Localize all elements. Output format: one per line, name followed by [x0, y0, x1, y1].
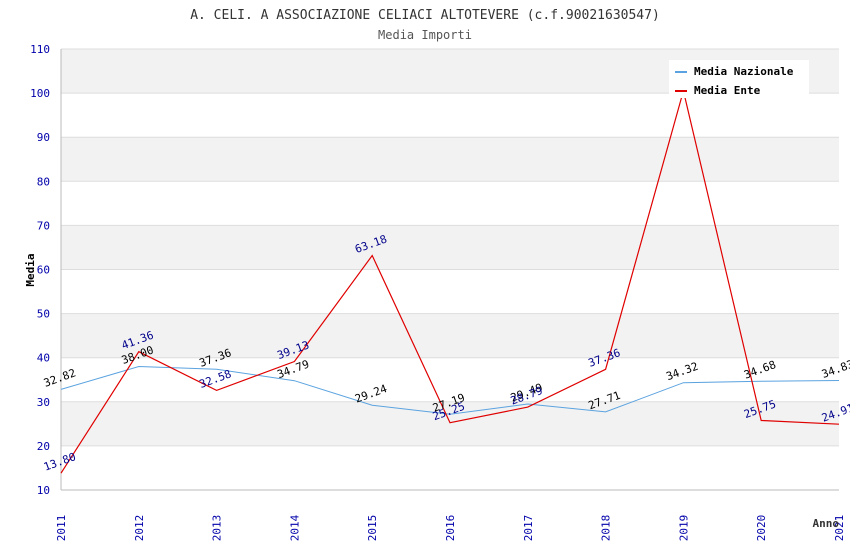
legend-box	[669, 60, 809, 98]
x-tick-label: 2016	[444, 515, 457, 542]
y-tick-label: 10	[37, 484, 50, 497]
background-band	[61, 313, 839, 358]
gridlines	[61, 48, 839, 491]
x-tick-label: 2012	[133, 515, 146, 542]
x-axis-label: Anno	[813, 517, 840, 530]
y-axis-label: Media	[24, 253, 37, 286]
y-tick-label: 40	[37, 352, 50, 365]
data-label: 32.58	[198, 367, 234, 391]
y-tick-label: 90	[37, 131, 50, 144]
legend-label-media-nazionale: Media Nazionale	[694, 65, 794, 78]
legend-label-media-ente: Media Ente	[694, 84, 761, 97]
x-tick-label: 2017	[522, 515, 535, 542]
data-label: 13.80	[42, 450, 78, 474]
chart-title: A. CELI. A ASSOCIAZIONE CELIACI ALTOTEVE…	[190, 8, 660, 23]
data-label: 34.32	[664, 360, 700, 384]
chart-subtitle: Media Importi	[378, 28, 472, 42]
plot-background-bands	[61, 49, 839, 446]
x-tick-label: 2021	[833, 515, 846, 542]
y-tick-label: 20	[37, 440, 50, 453]
legend: Media Nazionale Media Ente	[669, 60, 809, 98]
x-tick-label: 2011	[55, 515, 68, 542]
y-tick-label: 100	[30, 87, 50, 100]
data-label: 34.83	[820, 357, 850, 381]
y-axis-tick-labels: 10 20 30 40 50 60 70 80 90 100 110	[30, 43, 50, 497]
y-tick-label: 70	[37, 219, 50, 232]
background-band	[61, 225, 839, 270]
x-axis-tick-labels: 2011 2012 2013 2014 2015 2016 2017 2018 2019 2020…	[55, 514, 846, 541]
y-tick-label: 110	[30, 43, 50, 56]
x-tick-label: 2014	[288, 514, 301, 541]
series-line-media-nazionale	[60, 365, 840, 415]
background-band	[61, 401, 839, 446]
y-tick-label: 60	[37, 264, 50, 277]
series-line-media-ente	[60, 90, 840, 474]
x-tick-label: 2013	[211, 515, 224, 542]
axes	[60, 49, 839, 491]
x-tick-label: 2015	[366, 515, 379, 542]
x-tick-label: 2019	[677, 515, 690, 542]
x-tick-label: 2018	[600, 515, 613, 542]
y-tick-label: 50	[37, 308, 50, 321]
y-tick-label: 80	[37, 175, 50, 188]
series-lines	[60, 90, 840, 474]
background-band	[61, 137, 839, 182]
x-tick-label: 2020	[755, 515, 768, 542]
y-tick-label: 30	[37, 396, 50, 409]
